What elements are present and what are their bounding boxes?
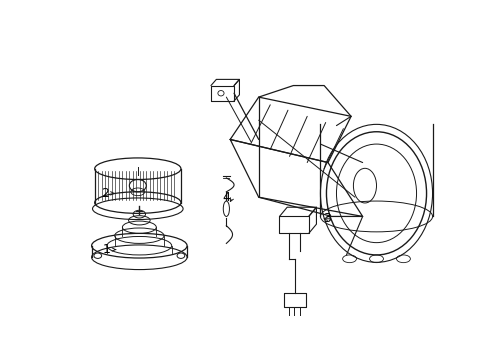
Text: 2: 2 [101, 187, 108, 200]
Text: 3: 3 [323, 212, 330, 225]
Text: 4: 4 [222, 191, 230, 204]
Text: 1: 1 [102, 243, 110, 256]
